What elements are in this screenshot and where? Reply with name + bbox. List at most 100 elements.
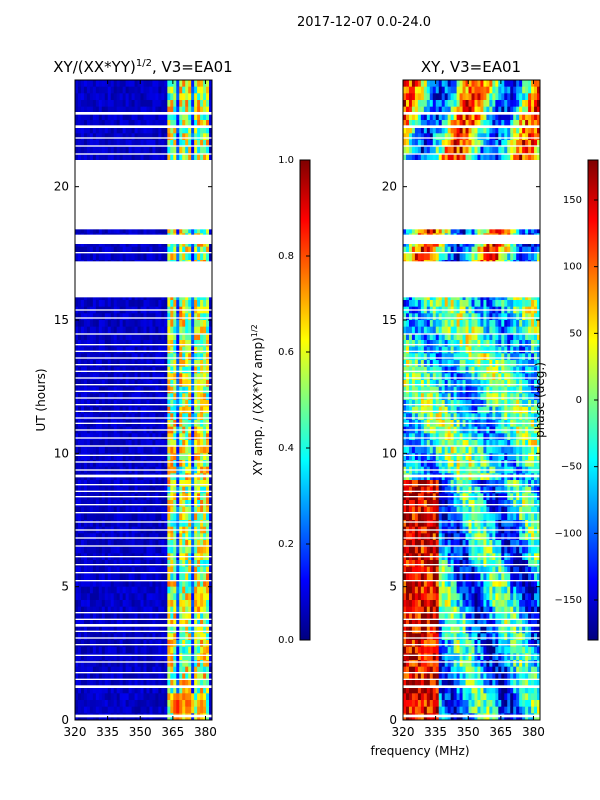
- heatmap-cell: [107, 440, 112, 448]
- heatmap-cell: [149, 653, 154, 661]
- heatmap-cell: [185, 460, 189, 468]
- heatmap-cell: [155, 573, 159, 581]
- heatmap-cell: [167, 226, 171, 234]
- heatmap-cell: [80, 93, 85, 101]
- heatmap-cell: [510, 133, 514, 141]
- heatmap-cell: [200, 253, 204, 261]
- heatmap-cell: [185, 320, 189, 328]
- heatmap-cell: [137, 586, 142, 594]
- heatmap-cell: [197, 453, 201, 461]
- heatmap-cell: [194, 460, 198, 468]
- heatmap-cell: [507, 93, 511, 101]
- heatmap-cell: [137, 566, 142, 574]
- heatmap-cell: [86, 326, 91, 334]
- heatmap-cell: [92, 680, 97, 688]
- heatmap-cell: [155, 413, 159, 421]
- heatmap-cell: [86, 560, 91, 568]
- heatmap-cell: [128, 353, 133, 361]
- heatmap-cell: [113, 440, 118, 448]
- heatmap-cell: [519, 86, 523, 94]
- heatmap-cell: [203, 666, 207, 674]
- heatmap-cell: [143, 346, 148, 354]
- heatmap-cell: [95, 133, 100, 141]
- heatmap-cell: [113, 513, 118, 521]
- heatmap-cell: [435, 133, 440, 141]
- heatmap-cell: [188, 540, 192, 548]
- heatmap-cell: [519, 93, 523, 101]
- heatmap-cell: [197, 120, 201, 128]
- x-tick-label: 350: [129, 725, 152, 739]
- heatmap-cell: [107, 226, 112, 234]
- heatmap-cell: [110, 226, 115, 234]
- heatmap-cell: [92, 373, 97, 381]
- heatmap-cell: [125, 413, 130, 421]
- heatmap-cell: [432, 93, 437, 101]
- heatmap-cell: [116, 400, 121, 408]
- heatmap-cell: [75, 513, 79, 521]
- heatmap-cell: [176, 480, 180, 488]
- heatmap-cell: [137, 600, 142, 608]
- heatmap-cell: [182, 540, 186, 548]
- heatmap-cell: [209, 93, 212, 101]
- heatmap-cell: [143, 340, 148, 348]
- heatmap-cell: [128, 566, 133, 574]
- heatmap-cell: [137, 460, 142, 468]
- heatmap-cell: [209, 700, 212, 708]
- heatmap-cell: [149, 620, 154, 628]
- heatmap-cell: [155, 633, 159, 641]
- heatmap-cell: [152, 573, 157, 581]
- heatmap-cell: [92, 413, 97, 421]
- heatmap-cell: [441, 126, 446, 134]
- heatmap-cell: [158, 353, 162, 361]
- heatmap-cell: [182, 326, 186, 334]
- heatmap-cell: [200, 546, 204, 554]
- heatmap-cell: [405, 86, 410, 94]
- heatmap-cell: [104, 653, 109, 661]
- heatmap-cell: [161, 626, 165, 634]
- heatmap-cell: [146, 413, 151, 421]
- heatmap-cell: [537, 80, 540, 88]
- heatmap-cell: [209, 393, 212, 401]
- heatmap-cell: [209, 80, 212, 88]
- heatmap-cell: [155, 146, 159, 154]
- heatmap-cell: [203, 646, 207, 654]
- heatmap-cell: [128, 500, 133, 508]
- heatmap-cell: [104, 326, 109, 334]
- heatmap-cell: [438, 133, 443, 141]
- heatmap-cell: [420, 140, 425, 148]
- heatmap-cell: [191, 606, 195, 614]
- heatmap-cell: [89, 653, 94, 661]
- heatmap-cell: [534, 93, 538, 101]
- heatmap-cell: [80, 320, 85, 328]
- heatmap-cell: [495, 113, 499, 121]
- heatmap-cell: [179, 666, 183, 674]
- heatmap-cell: [158, 133, 162, 141]
- heatmap-cell: [501, 133, 505, 141]
- heatmap-cell: [104, 153, 109, 161]
- heatmap-cell: [137, 613, 142, 621]
- heatmap-cell: [134, 413, 139, 421]
- heatmap-cell: [155, 226, 159, 234]
- heatmap-cell: [516, 140, 520, 148]
- heatmap-cell: [137, 146, 142, 154]
- heatmap-cell: [110, 120, 115, 128]
- data-gap-band: [75, 309, 212, 311]
- heatmap-cell: [80, 520, 85, 528]
- heatmap-cell: [125, 446, 130, 454]
- heatmap-cell: [158, 633, 162, 641]
- heatmap-cell: [140, 513, 145, 521]
- heatmap-cell: [107, 480, 112, 488]
- heatmap-cell: [203, 366, 207, 374]
- heatmap-cell: [176, 400, 180, 408]
- heatmap-cell: [185, 593, 189, 601]
- heatmap-cell: [403, 133, 407, 141]
- heatmap-cell: [92, 460, 97, 468]
- heatmap-cell: [480, 100, 485, 108]
- heatmap-cell: [98, 113, 103, 121]
- heatmap-cell: [158, 253, 162, 261]
- heatmap-cell: [164, 500, 168, 508]
- data-gap-band: [75, 484, 212, 486]
- heatmap-cell: [77, 406, 82, 414]
- heatmap-cell: [92, 340, 97, 348]
